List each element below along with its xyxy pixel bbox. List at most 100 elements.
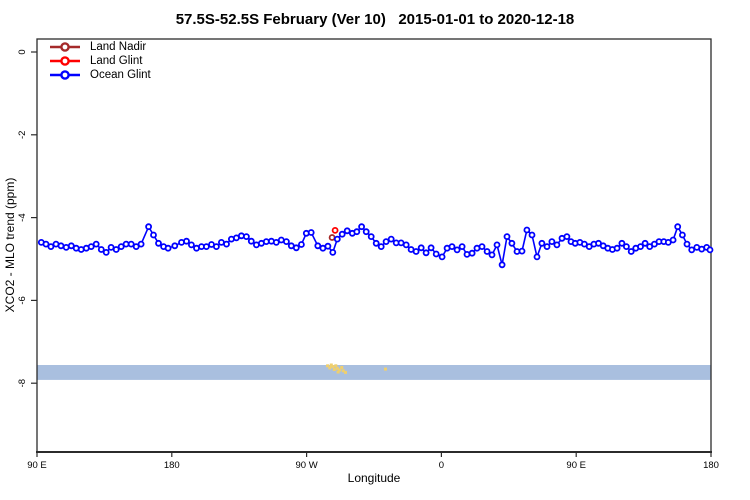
data-point-ocean-glint bbox=[338, 230, 346, 238]
data-point-ocean-glint bbox=[402, 241, 410, 249]
data-point-ocean-glint bbox=[679, 231, 686, 239]
data-point-ocean-glint bbox=[57, 242, 65, 250]
data-point-ocean-glint bbox=[422, 249, 430, 257]
data-point-ocean-glint bbox=[488, 251, 496, 259]
x-tick-label: 90 E bbox=[566, 460, 586, 471]
data-point-ocean-glint bbox=[637, 243, 644, 251]
land-mark bbox=[332, 368, 336, 371]
data-point-ocean-glint bbox=[164, 244, 172, 252]
data-point-ocean-glint bbox=[453, 246, 461, 254]
data-point-ocean-glint bbox=[367, 233, 375, 241]
data-point-ocean-glint bbox=[548, 238, 556, 246]
data-point-ocean-glint bbox=[427, 244, 435, 252]
data-point-ocean-glint bbox=[314, 242, 322, 250]
legend-item-land-glint: Land Glint bbox=[49, 54, 151, 68]
data-point-ocean-glint bbox=[508, 239, 516, 247]
x-tick-label: 90 W bbox=[296, 460, 318, 471]
land-mark bbox=[328, 366, 332, 370]
x-tick-label: 0 bbox=[439, 460, 444, 471]
land-mark bbox=[344, 370, 347, 374]
data-point-ocean-glint bbox=[187, 241, 195, 249]
data-point-ocean-glint bbox=[688, 246, 696, 254]
land-mark bbox=[340, 366, 344, 369]
data-point-ocean-glint bbox=[329, 248, 337, 256]
data-point-land-glint bbox=[331, 226, 339, 234]
legend-item-ocean-glint: Ocean Glint bbox=[49, 68, 151, 82]
data-point-ocean-glint bbox=[223, 240, 230, 248]
legend-label-land-nadir: Land Nadir bbox=[90, 41, 147, 53]
y-tick-label: -6 bbox=[17, 296, 28, 304]
x-tick-label: 180 bbox=[703, 460, 719, 471]
data-point-ocean-glint bbox=[92, 240, 100, 248]
data-point-ocean-glint bbox=[669, 236, 677, 244]
data-point-ocean-glint bbox=[171, 242, 179, 250]
land-glint-marker-icon bbox=[50, 56, 80, 66]
data-point-ocean-glint bbox=[102, 248, 110, 256]
data-point-ocean-glint bbox=[503, 233, 511, 241]
data-point-ocean-glint bbox=[47, 243, 55, 251]
data-point-ocean-glint bbox=[127, 240, 135, 248]
data-point-ocean-glint bbox=[132, 243, 140, 251]
data-point-ocean-glint bbox=[155, 239, 162, 247]
data-point-ocean-glint bbox=[292, 244, 300, 252]
data-point-ocean-glint bbox=[387, 235, 395, 243]
legend-label-land-glint: Land Glint bbox=[90, 55, 143, 67]
land-mark bbox=[329, 363, 333, 367]
data-point-ocean-glint bbox=[528, 231, 536, 239]
data-point-ocean-glint bbox=[343, 227, 351, 235]
legend-label-ocean-glint: Ocean Glint bbox=[90, 69, 151, 81]
data-point-ocean-glint bbox=[112, 246, 120, 253]
data-point-ocean-glint bbox=[183, 237, 190, 245]
data-point-ocean-glint bbox=[242, 233, 250, 241]
data-point-ocean-glint bbox=[324, 242, 332, 250]
data-point-ocean-glint bbox=[87, 243, 95, 251]
land-mark bbox=[336, 370, 340, 374]
data-point-ocean-glint bbox=[458, 243, 466, 251]
data-point-ocean-glint bbox=[417, 244, 425, 252]
data-point-ocean-glint bbox=[674, 223, 682, 231]
chart-title: 57.5S-52.5S February (Ver 10) 2015-01-01… bbox=[175, 11, 575, 28]
data-point-ocean-glint bbox=[412, 248, 420, 255]
data-point-ocean-glint bbox=[297, 241, 305, 248]
land-mark bbox=[335, 366, 339, 370]
data-point-ocean-glint bbox=[272, 238, 280, 246]
data-point-ocean-glint bbox=[117, 243, 125, 251]
data-point-ocean-glint bbox=[448, 243, 456, 251]
x-tick-label: 90 E bbox=[27, 460, 47, 471]
data-point-ocean-glint bbox=[212, 243, 220, 251]
land-mark bbox=[341, 369, 345, 373]
data-point-ocean-glint bbox=[493, 241, 501, 249]
data-point-ocean-glint bbox=[627, 248, 635, 255]
data-point-ocean-glint bbox=[150, 231, 157, 239]
data-point-ocean-glint bbox=[543, 243, 551, 251]
land-mark bbox=[326, 364, 330, 368]
data-point-ocean-glint bbox=[533, 253, 541, 261]
land-mark bbox=[338, 368, 342, 372]
x-tick-label: 180 bbox=[164, 460, 180, 471]
data-point-ocean-glint bbox=[468, 249, 476, 257]
data-point-ocean-glint bbox=[307, 229, 315, 236]
data-point-ocean-glint bbox=[137, 240, 145, 248]
y-tick-label: -4 bbox=[17, 213, 28, 221]
data-point-ocean-glint bbox=[358, 223, 366, 231]
land-mark bbox=[331, 365, 335, 369]
data-point-ocean-glint bbox=[706, 246, 714, 254]
data-point-ocean-glint bbox=[563, 233, 571, 241]
data-point-ocean-glint bbox=[42, 240, 50, 248]
data-point-ocean-glint bbox=[478, 243, 486, 251]
land-mark bbox=[334, 364, 338, 368]
data-point-ocean-glint bbox=[377, 243, 385, 251]
data-point-ocean-glint bbox=[438, 253, 446, 261]
data-point-ocean-glint bbox=[353, 228, 361, 236]
data-point-land-nadir bbox=[328, 234, 336, 241]
data-point-ocean-glint bbox=[382, 238, 390, 246]
data-point-ocean-glint bbox=[518, 247, 526, 255]
data-point-ocean-glint bbox=[282, 238, 290, 246]
data-point-ocean-glint bbox=[432, 250, 440, 258]
land-nadir-marker-icon bbox=[50, 42, 80, 52]
data-point-ocean-glint bbox=[362, 228, 370, 236]
data-point-ocean-glint bbox=[372, 239, 380, 247]
data-point-ocean-glint bbox=[333, 235, 341, 243]
